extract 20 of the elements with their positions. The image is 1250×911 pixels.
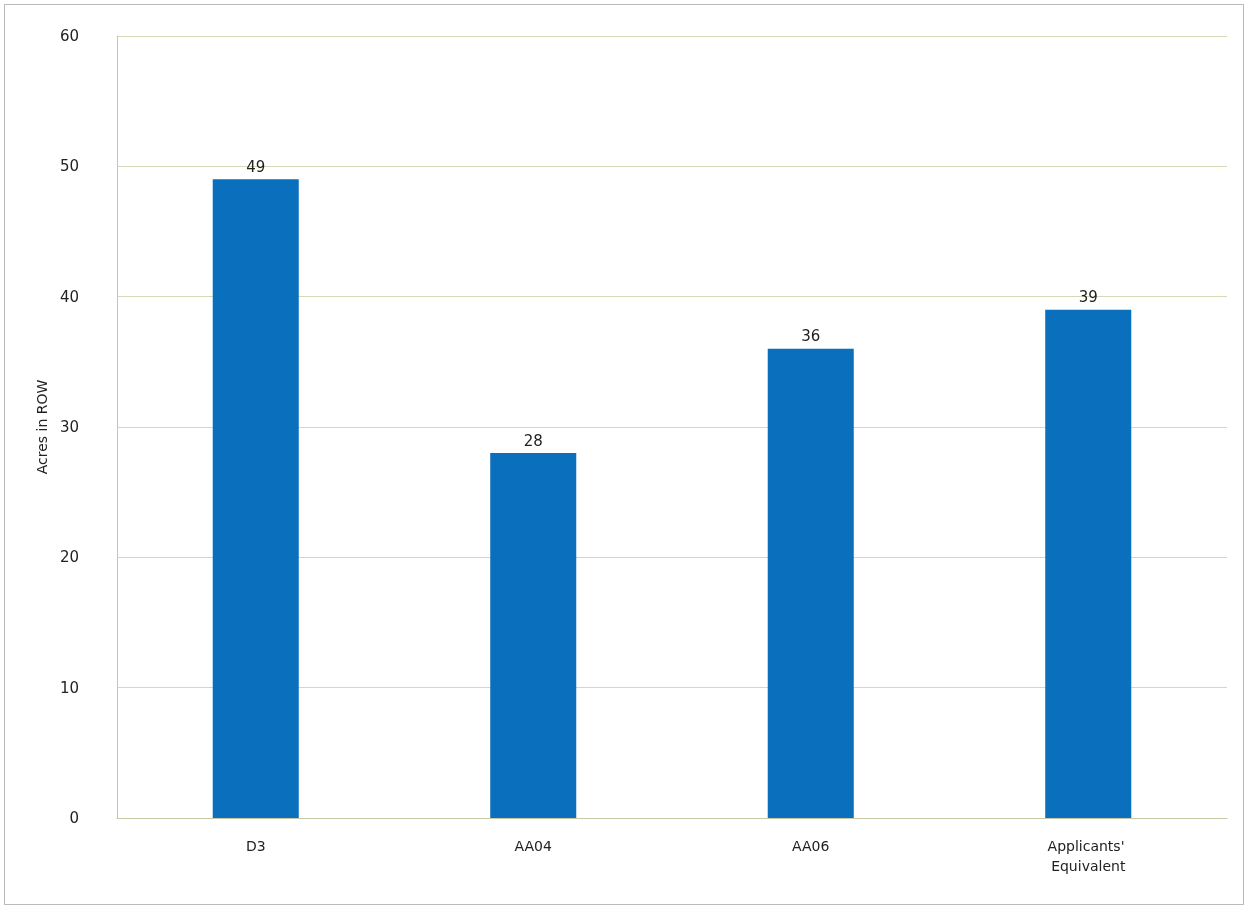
y-tick-label: 30 [59, 418, 79, 436]
x-tick-label: AA06 [792, 838, 830, 854]
data-label: 28 [523, 431, 543, 450]
y-tick-label: 10 [59, 678, 79, 697]
y-tick-label: 50 [59, 157, 79, 176]
y-tick-label: 0 [69, 809, 79, 827]
y-tick-label: 40 [59, 287, 79, 306]
data-label: 49 [246, 157, 266, 176]
y-tick-label: 20 [59, 548, 79, 567]
x-tick-label: AA04 [514, 838, 553, 854]
x-tick-label: Applicants' Equivalent [1047, 838, 1129, 874]
bar [490, 453, 577, 818]
y-axis-title: Acres in ROW [34, 379, 51, 475]
data-label: 39 [1078, 288, 1098, 307]
bar [212, 179, 299, 818]
bar [767, 348, 854, 818]
x-tick-label: D3 [245, 838, 266, 854]
bar [1045, 309, 1132, 818]
data-label: 36 [801, 327, 821, 346]
y-tick-label: 60 [59, 27, 79, 45]
